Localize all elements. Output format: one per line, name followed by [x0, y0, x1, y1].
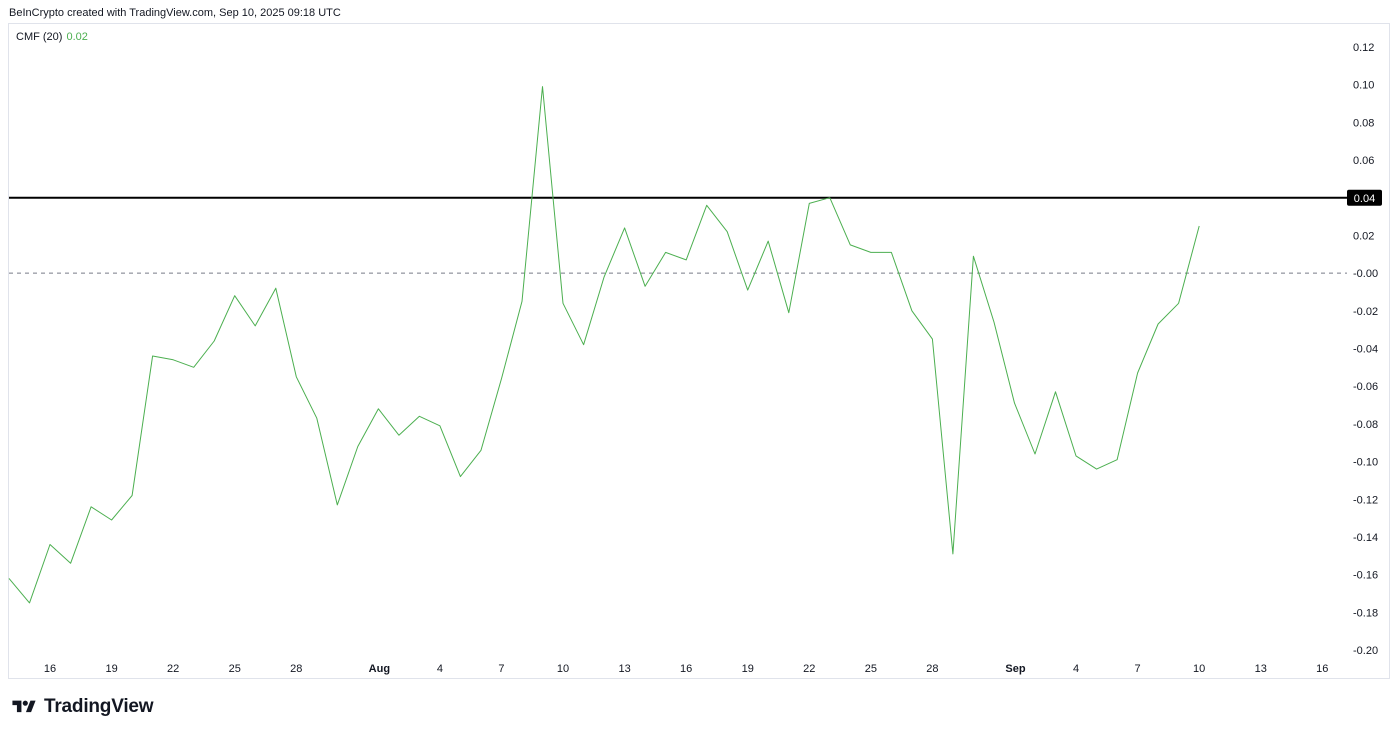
x-tick-label: 22	[167, 663, 179, 675]
y-tick-label: -0.14	[1353, 532, 1378, 544]
level-badge-label: 0.04	[1354, 193, 1375, 205]
y-tick-label: -0.02	[1353, 306, 1378, 318]
y-tick-label: -0.00	[1353, 268, 1378, 280]
x-tick-label: 28	[926, 663, 938, 675]
tradingview-logo-icon	[12, 700, 36, 713]
y-tick-label: 0.06	[1353, 155, 1374, 167]
x-tick-label: 16	[44, 663, 56, 675]
x-tick-label: Sep	[1005, 663, 1025, 675]
x-tick-label: 10	[1193, 663, 1205, 675]
level-badge-bg	[1347, 189, 1382, 206]
x-tick-label: 7	[498, 663, 504, 675]
y-tick-label: -0.20	[1353, 645, 1378, 657]
x-tick-label: 13	[618, 663, 630, 675]
x-tick-label: 10	[557, 663, 569, 675]
x-axis: 16 19 22 25 28 Aug 4 7 10 13 16 19 22 25 28 Sep 4 7 10 13 16	[44, 663, 1328, 675]
y-tick-label: -0.18	[1353, 607, 1378, 619]
x-tick-label: 4	[437, 663, 443, 675]
y-axis: 0.12 0.10 0.08 0.06 0.04 0.02 -0.00 -0.02 -0.04 -…	[1353, 42, 1378, 657]
chart-frame	[8, 23, 1390, 679]
y-tick-label: -0.16	[1353, 570, 1378, 582]
x-tick-label: 22	[803, 663, 815, 675]
level-price-badge: 0.04	[1347, 189, 1382, 206]
y-tick-label: 0.10	[1353, 80, 1374, 92]
x-tick-label: 25	[229, 663, 241, 675]
indicator-legend[interactable]: CMF (20) 0.02	[16, 31, 88, 43]
tradingview-wordmark: TradingView	[44, 696, 154, 717]
y-tick-label: 0.02	[1353, 230, 1374, 242]
cmf-series-line	[8, 86, 1200, 604]
y-tick-label: -0.12	[1353, 494, 1378, 506]
tradingview-brand[interactable]: TradingView	[10, 696, 154, 718]
y-tick-label: -0.10	[1353, 457, 1378, 469]
y-tick-label: -0.08	[1353, 419, 1378, 431]
x-tick-label: 16	[1316, 663, 1328, 675]
legend-indicator-value: 0.02	[66, 31, 88, 43]
y-tick-label: 0.08	[1353, 117, 1374, 129]
x-tick-label: 28	[290, 663, 302, 675]
x-tick-label: 19	[105, 663, 117, 675]
x-tick-label: Aug	[369, 663, 390, 675]
y-tick-label: 0.12	[1353, 42, 1374, 54]
x-tick-label: 7	[1135, 663, 1141, 675]
x-tick-label: 4	[1073, 663, 1079, 675]
x-tick-label: 19	[742, 663, 754, 675]
x-tick-label: 25	[865, 663, 877, 675]
x-tick-label: 13	[1255, 663, 1267, 675]
x-tick-label: 16	[680, 663, 692, 675]
legend-indicator-name: CMF (20)	[16, 31, 63, 43]
attribution: BeInCrypto created with TradingView.com,…	[9, 7, 341, 19]
y-tick-label: -0.06	[1353, 381, 1378, 393]
y-tick-label: -0.04	[1353, 344, 1378, 356]
